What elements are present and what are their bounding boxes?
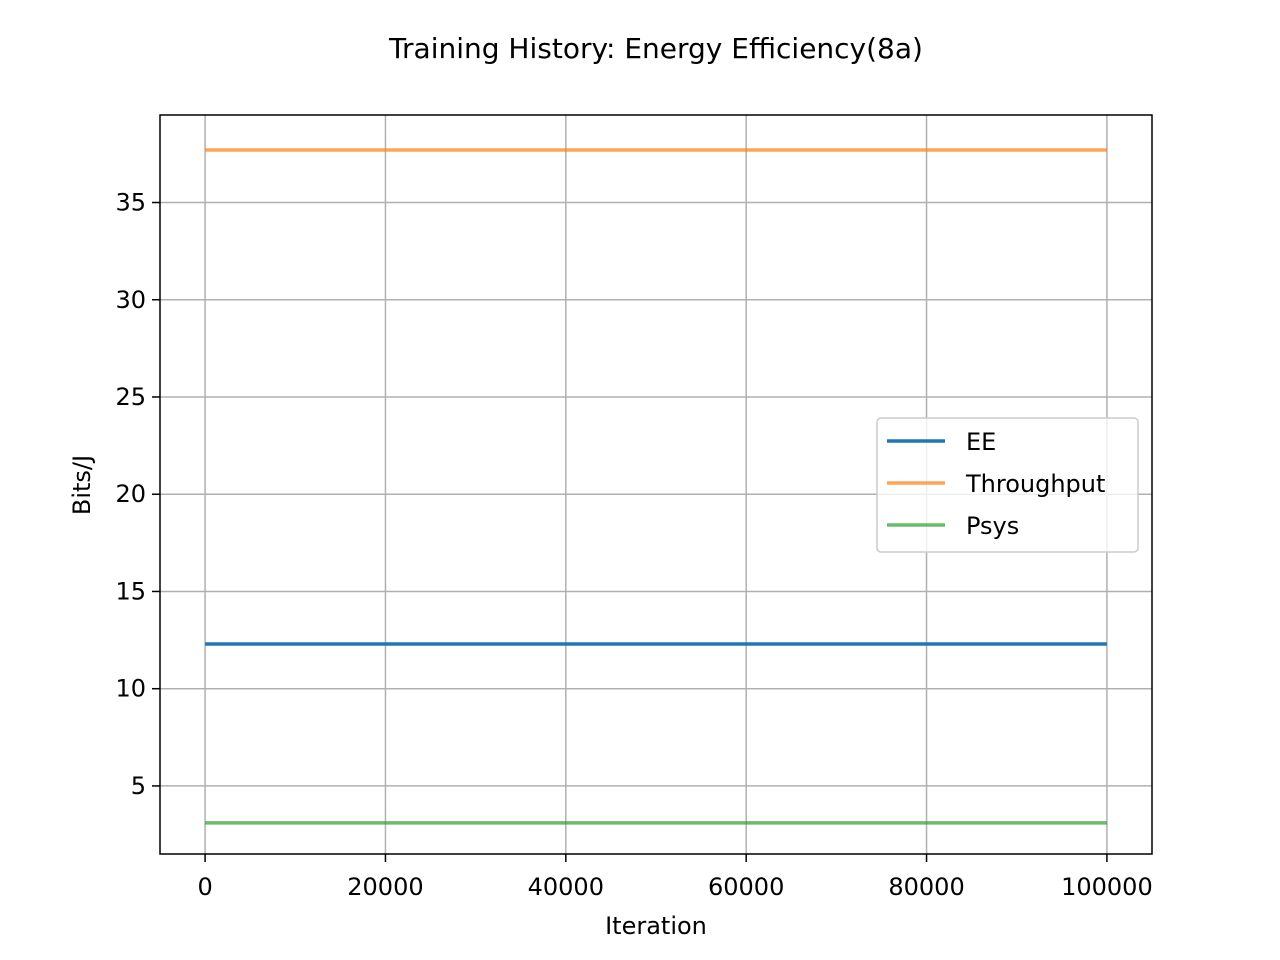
x-axis-ticks: 0 20000 40000 60000 80000 100000 [197, 854, 1153, 901]
grid-lines [160, 115, 1152, 854]
y-tick-label: 30 [115, 286, 146, 314]
y-tick-label: 35 [115, 189, 146, 217]
x-tick-label: 60000 [708, 873, 784, 901]
x-tick-label: 100000 [1061, 873, 1153, 901]
x-tick-label: 80000 [888, 873, 964, 901]
legend-box [876, 417, 1139, 553]
y-tick-label: 20 [115, 480, 146, 508]
legend-entry-label: EE [966, 428, 996, 456]
chart-title: Training History: Energy Efficiency(8a) [388, 32, 923, 65]
y-tick-label: 10 [115, 675, 146, 703]
x-tick-label: 20000 [347, 873, 423, 901]
x-tick-label: 0 [197, 873, 212, 901]
legend-entry-label: Throughput [965, 470, 1105, 498]
y-tick-label: 15 [115, 577, 146, 605]
x-axis-label: Iteration [605, 912, 707, 940]
plot-area-frame [159, 114, 1153, 855]
legend: EE Throughput Psys [876, 417, 1139, 553]
y-tick-label: 25 [115, 383, 146, 411]
y-axis-label: Bits/J [68, 455, 96, 515]
series-lines [205, 148, 1107, 825]
y-axis-ticks: 5 10 15 20 25 30 35 [115, 189, 160, 800]
x-tick-label: 40000 [528, 873, 604, 901]
y-tick-label: 5 [131, 772, 146, 800]
legend-entry-label: Psys [966, 512, 1019, 540]
